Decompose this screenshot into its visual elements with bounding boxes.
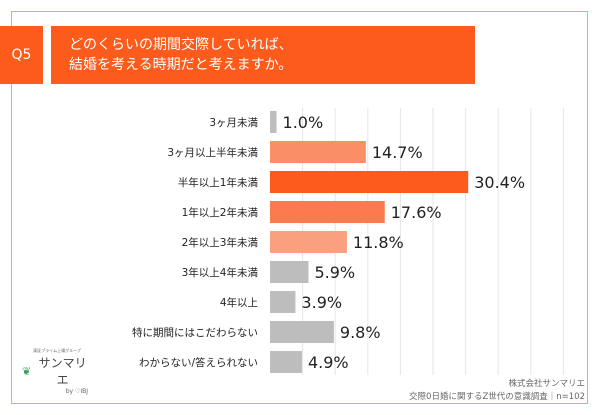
- bar: [270, 141, 366, 163]
- bar: [270, 111, 277, 133]
- credit-survey: 交際0日婚に関するZ世代の意識調査｜n=102: [409, 392, 585, 402]
- category-label: わからない/答えられない: [139, 356, 258, 369]
- data-label: 3.9%: [301, 293, 342, 312]
- leaf-icon: ❦: [22, 364, 32, 378]
- category-label: 半年以上1年未満: [178, 176, 259, 189]
- question-title: どのくらいの期間交際していれば、 結婚を考える時期だと考えますか。: [51, 26, 475, 84]
- bar: [270, 351, 302, 373]
- credit: 株式会社サンマリエ 交際0日婚に関するZ世代の意識調査｜n=102: [409, 378, 585, 404]
- logo: 東証プライム上場グループ ❦ サンマリエ by ♡IBJ: [22, 348, 92, 395]
- title-line-2: 結婚を考える時期だと考えますか。: [69, 57, 293, 73]
- category-label: 2年以上3年未満: [182, 236, 259, 249]
- title-line-1: どのくらいの期間交際していれば、: [69, 37, 293, 53]
- category-label: 特に期間にはこだわらない: [132, 327, 258, 339]
- category-label: 3年以上4年未満: [182, 266, 259, 279]
- bar: [270, 171, 469, 193]
- bar: [270, 261, 309, 283]
- credit-company: 株式会社サンマリエ: [508, 379, 585, 389]
- data-label: 30.4%: [474, 173, 525, 192]
- logo-by: by ♡IBJ: [65, 388, 88, 395]
- data-label: 14.7%: [372, 143, 423, 162]
- bar: [270, 321, 334, 343]
- question-number: Q5: [0, 26, 43, 84]
- logo-tagline: 東証プライム上場グループ: [33, 348, 81, 353]
- data-label: 5.9%: [314, 263, 355, 282]
- bar: [270, 291, 296, 313]
- bar: [270, 231, 347, 253]
- data-label: 1.0%: [283, 113, 324, 132]
- data-label: 9.8%: [340, 323, 381, 342]
- category-label: 4年以上: [220, 296, 258, 309]
- category-label: 3ヶ月以上半年未満: [167, 146, 258, 159]
- data-label: 17.6%: [391, 203, 442, 222]
- data-label: 11.8%: [353, 233, 404, 252]
- category-label: 3ヶ月未満: [209, 117, 258, 129]
- category-label: 1年以上2年未満: [182, 206, 259, 219]
- bar: [270, 201, 385, 223]
- data-label: 4.9%: [308, 353, 349, 372]
- chart-frame: [11, 11, 588, 404]
- logo-name: サンマリエ: [38, 356, 87, 387]
